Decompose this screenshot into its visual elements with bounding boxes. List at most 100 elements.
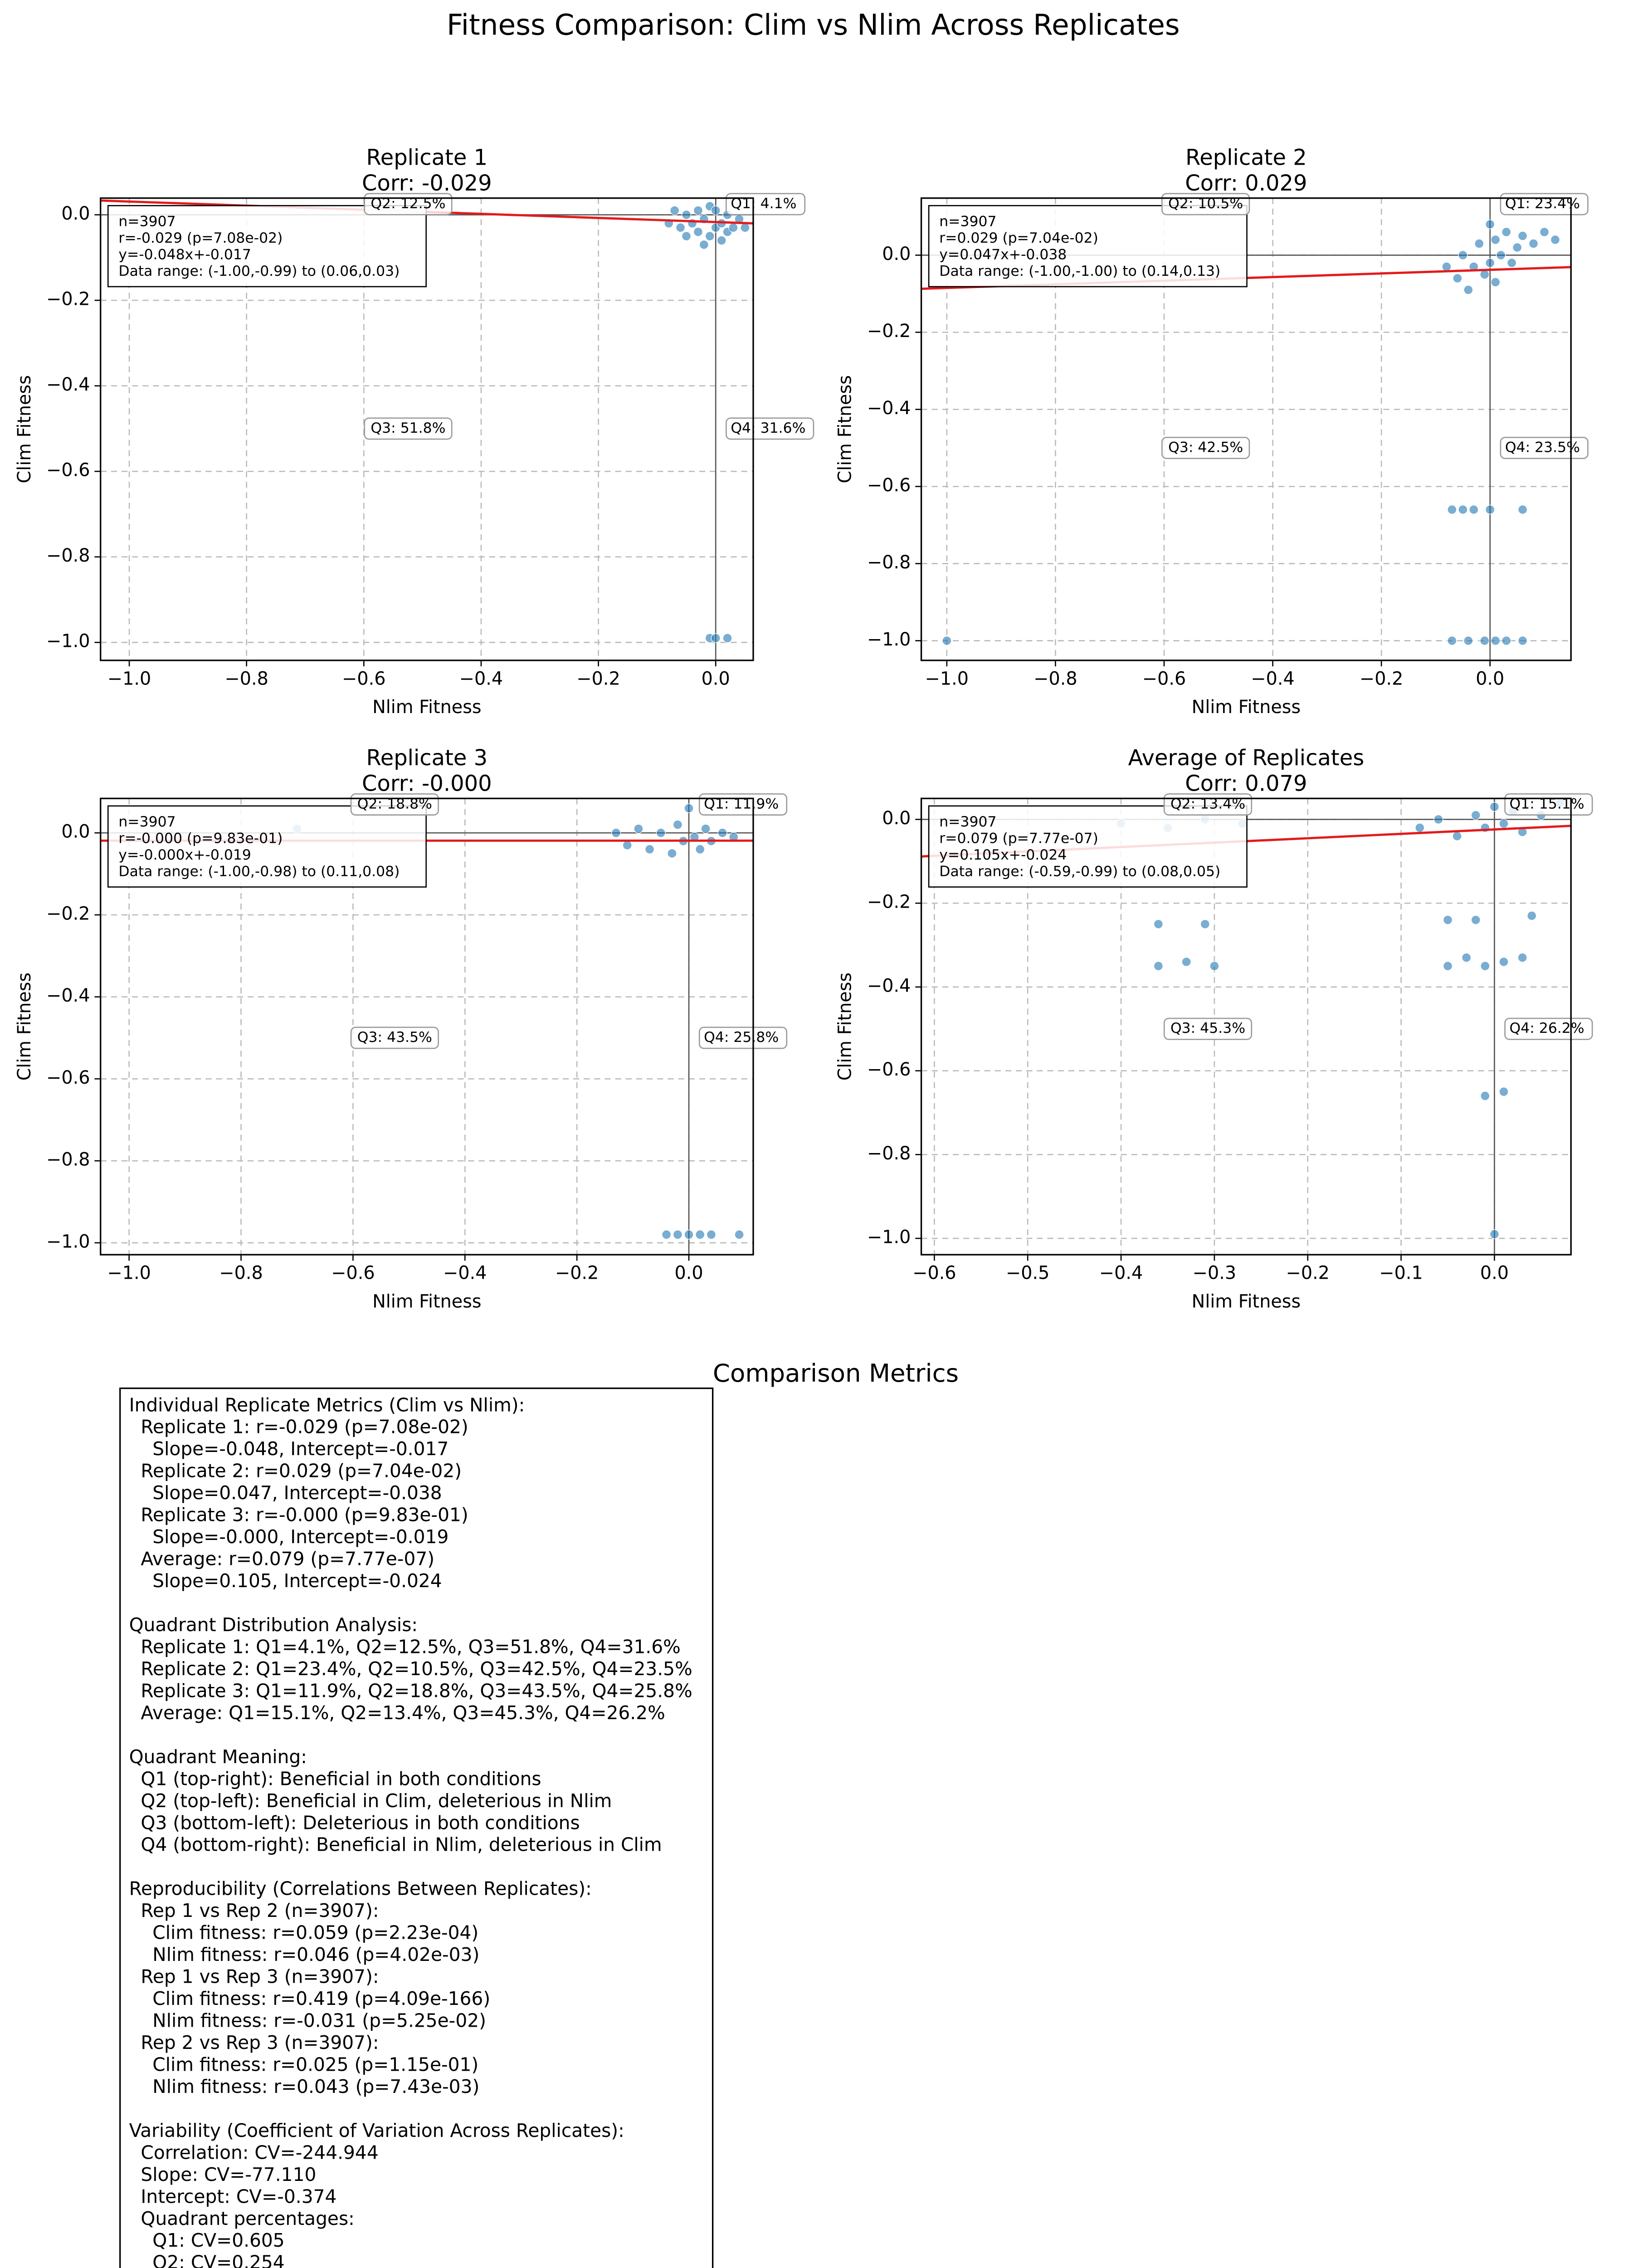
y-tick-label: −0.4 — [867, 975, 911, 996]
point — [1499, 1087, 1509, 1097]
stats-line: Data range: (-1.00,-0.98) to (0.11,0.08) — [118, 863, 400, 880]
point — [942, 635, 952, 646]
metrics-line: Quadrant Meaning: — [129, 1746, 307, 1768]
metrics-line: Q1 (top-right): Beneficial in both condi… — [129, 1768, 541, 1789]
quadrant-box — [1500, 437, 1589, 459]
axes-frame — [920, 197, 1572, 661]
y-tick-label: −0.2 — [867, 321, 911, 342]
y-tick-label: −0.8 — [867, 552, 911, 573]
point — [1471, 915, 1481, 925]
metrics-line: Correlation: CV=-244.944 — [129, 2141, 379, 2163]
x-tick-label: −0.6 — [342, 668, 385, 689]
subplot-title: Replicate 1 — [366, 145, 488, 171]
x-axis-label: Nlim Fitness — [372, 1291, 481, 1312]
metrics-line: Replicate 2: r=0.029 (p=7.04e-02) — [129, 1460, 462, 1482]
figure-title: Fitness Comparison: Clim vs Nlim Across … — [447, 9, 1180, 42]
point — [1200, 919, 1210, 929]
quadrant-box — [726, 417, 814, 440]
x-tick-label: −0.1 — [1379, 1263, 1423, 1284]
metrics-line: Rep 1 vs Rep 2 (n=3907): — [129, 1900, 379, 1921]
point — [1471, 810, 1481, 820]
x-axis-label: Nlim Fitness — [1192, 697, 1301, 718]
point — [611, 828, 621, 838]
metrics-line: Slope=0.047, Intercept=-0.038 — [129, 1482, 442, 1504]
subplot-title: Replicate 3 — [366, 745, 488, 771]
metrics-line: Q4 (bottom-right): Beneficial in Nlim, d… — [129, 1834, 662, 1856]
x-tick-label: −0.8 — [219, 1263, 263, 1284]
metrics-line: Replicate 2: Q1=23.4%, Q2=10.5%, Q3=42.5… — [129, 1658, 692, 1680]
stats-line: n=3907 — [939, 814, 996, 830]
x-axis-label: Nlim Fitness — [1192, 1291, 1301, 1312]
y-tick-label: −0.6 — [867, 1059, 911, 1080]
metrics-line: Nlim fitness: r=-0.031 (p=5.25e-02) — [129, 2010, 486, 2032]
point — [1491, 635, 1501, 646]
x-tick-label: −0.4 — [1099, 1263, 1143, 1284]
point — [734, 1230, 744, 1240]
y-tick-label: −0.6 — [867, 475, 911, 496]
quadrant-label: Q4: 26.2% — [1510, 1020, 1584, 1036]
metrics-line: Average: r=0.079 (p=7.77e-07) — [129, 1548, 435, 1570]
point — [699, 240, 709, 250]
metrics-line: Individual Replicate Metrics (Clim vs Nl… — [129, 1394, 525, 1416]
point — [1458, 504, 1468, 515]
metrics-line: Average: Q1=15.1%, Q2=13.4%, Q3=45.3%, Q… — [129, 1702, 665, 1724]
metrics-line: Q1: CV=0.605 — [129, 2229, 285, 2251]
point — [1443, 961, 1453, 971]
point — [1447, 504, 1457, 515]
metrics-line: Clim fitness: r=0.059 (p=2.23e-04) — [129, 1922, 479, 1944]
metrics-line: Slope=0.105, Intercept=-0.024 — [129, 1570, 442, 1592]
stats-line: Data range: (-0.59,-0.99) to (0.08,0.05) — [939, 863, 1220, 880]
metrics-line: Clim fitness: r=0.025 (p=1.15e-01) — [129, 2053, 479, 2075]
metrics-line: Nlim fitness: r=0.043 (p=7.43e-03) — [129, 2076, 480, 2097]
x-tick-label: 0.0 — [1476, 668, 1504, 689]
y-tick-label: 0.0 — [882, 244, 911, 264]
metrics-line: Intercept: CV=-0.374 — [129, 2185, 337, 2207]
metrics-title: Comparison Metrics — [713, 1359, 959, 1388]
quadrant-box — [1161, 437, 1250, 459]
metrics-line: Q2: CV=0.254 — [129, 2252, 285, 2268]
metrics-line: Q3 (bottom-left): Deleterious in both co… — [129, 1812, 580, 1833]
x-tick-label: −0.8 — [225, 668, 268, 689]
stats-line: r=0.079 (p=7.77e-07) — [939, 831, 1098, 847]
x-tick-label: −0.4 — [459, 668, 503, 689]
point — [701, 824, 711, 834]
point — [684, 803, 694, 813]
point — [1512, 242, 1522, 253]
metrics-box — [119, 1387, 714, 2268]
x-tick-label: −0.2 — [1286, 1263, 1330, 1284]
quadrant-label: Q3: 51.8% — [370, 420, 445, 436]
point — [1485, 219, 1495, 230]
point — [684, 1230, 694, 1240]
y-tick-label: −0.2 — [46, 903, 90, 924]
point — [1527, 911, 1537, 921]
x-tick-label: −0.5 — [1006, 1263, 1049, 1284]
point — [1462, 953, 1472, 963]
subplot-subtitle: Corr: -0.000 — [362, 771, 492, 796]
y-tick-label: −0.8 — [46, 545, 90, 566]
quadrant-label: Q3: 43.5% — [357, 1029, 432, 1046]
metrics-line: Slope=-0.000, Intercept=-0.019 — [129, 1526, 449, 1548]
y-tick-label: −0.8 — [867, 1143, 911, 1164]
metrics-line: Variability (Coefficient of Variation Ac… — [129, 2120, 624, 2141]
point — [1415, 823, 1425, 833]
y-tick-label: −0.4 — [867, 398, 911, 419]
point — [1496, 250, 1506, 260]
point — [1507, 258, 1517, 268]
point — [1491, 235, 1501, 245]
point — [711, 633, 721, 643]
subplot-title: Average of Replicates — [1128, 745, 1365, 771]
stats-line: n=3907 — [118, 214, 175, 230]
stats-line: Data range: (-1.00,-0.99) to (0.06,0.03) — [118, 263, 400, 279]
point — [662, 1230, 672, 1240]
metrics-line: Replicate 1: r=-0.029 (p=7.08e-02) — [129, 1416, 468, 1438]
y-tick-label: 0.0 — [61, 821, 90, 842]
stats-line: r=0.029 (p=7.04e-02) — [939, 230, 1098, 246]
metrics-line: Clim fitness: r=0.419 (p=4.09e-166) — [129, 1988, 491, 2009]
subplot-subtitle: Corr: 0.029 — [1185, 171, 1307, 196]
x-axis-label: Nlim Fitness — [372, 697, 481, 718]
point — [717, 235, 726, 245]
subplot-subtitle: Corr: 0.079 — [1185, 771, 1307, 796]
